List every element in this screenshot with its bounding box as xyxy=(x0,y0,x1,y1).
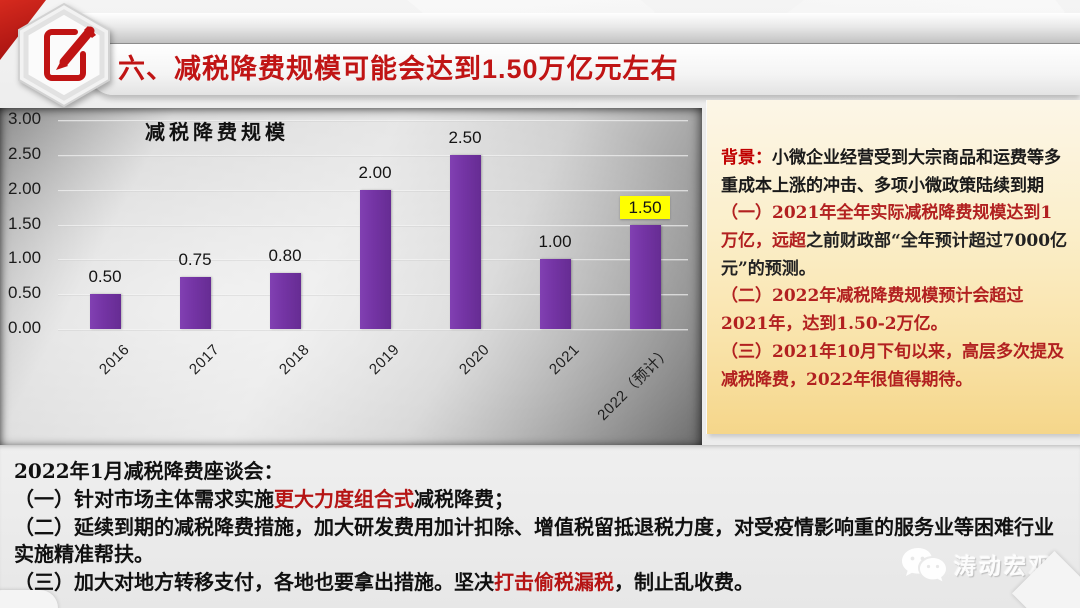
meeting-item-3-red: 打击偷税漏税 xyxy=(494,570,614,595)
edit-pencil-icon xyxy=(18,2,110,108)
header: 六、减税降费规模可能会达到1.50万亿元左右 xyxy=(0,0,1080,173)
bar-value-label: 2.50 xyxy=(420,128,510,148)
gridline xyxy=(58,154,688,157)
meeting-item-2: （二）延续到期的减税降费措施，加大研发费用加计扣除、增值税留抵退税力度，对受疫情… xyxy=(14,514,1054,567)
bar-value-text: 1.50 xyxy=(620,195,670,219)
bar-chart: 减税降费规模 0.00 0.50 1.00 1.50 2.00 2.50 3.00 0.50 2… xyxy=(0,108,702,445)
page-title: 六、减税降费规模可能会达到1.50万亿元左右 xyxy=(118,54,679,84)
watermark: 涛动宏观 xyxy=(900,546,1054,584)
meeting-item-3-pre: （三）加大对地方转移支付，各地也要拿出措施。坚决 xyxy=(14,570,494,595)
y-axis-tick-label: 0.50 xyxy=(8,283,42,303)
bar-value-text: 0.75 xyxy=(178,249,212,269)
meeting-item-1-post: 减税降费； xyxy=(414,486,514,511)
bar-value-label: 1.50 xyxy=(600,195,690,219)
panel-item-1-red: （一）2021年全年实际减税降费规模达到1万亿，远超 xyxy=(721,202,1053,251)
background-paragraph: 背景：小微企业经营受到大宗商品和运费等多重成本上涨的冲击、多项小微政策陆续到期 xyxy=(721,144,1068,200)
gridline xyxy=(58,120,688,122)
bar xyxy=(89,294,121,329)
corner-decoration xyxy=(0,590,58,608)
chart-title: 减税降费规模 xyxy=(145,122,289,144)
background-text: 小微企业经营受到大宗商品和运费等多重成本上涨的冲击、多项小微政策陆续到期 xyxy=(721,148,1061,195)
bar-value-text: 2.00 xyxy=(358,162,392,182)
gridline xyxy=(58,329,688,331)
bar-value-label: 1.00 xyxy=(510,232,600,252)
meeting-item-1-pre: （一）针对市场主体需求实施 xyxy=(14,486,274,511)
bar-value-label: 2.00 xyxy=(330,163,420,183)
bar-value-label: 0.75 xyxy=(150,250,240,270)
bar xyxy=(359,189,391,329)
bar-value-text: 0.80 xyxy=(268,246,302,266)
bar-value-text: 0.50 xyxy=(88,267,122,287)
y-axis-tick-label: 1.50 xyxy=(8,213,42,233)
background-label: 背景： xyxy=(721,148,772,167)
bar xyxy=(539,259,571,329)
y-axis-tick-label: 0.00 xyxy=(8,318,42,337)
bar xyxy=(179,276,211,329)
title-plate: 六、减税降费规模可能会达到1.50万亿元左右 xyxy=(88,44,1080,95)
panel-item-1-black: 之前财政部“全年预计超过7000亿元”的预测。 xyxy=(721,230,1068,279)
meeting-item-3-post: ，制止乱收费。 xyxy=(614,570,754,595)
meeting-heading: 2022年1月减税降费座谈会： xyxy=(14,459,284,483)
y-axis-tick-label: 3.00 xyxy=(8,109,42,128)
background-info-panel: 背景：小微企业经营受到大宗商品和运费等多重成本上涨的冲击、多项小微政策陆续到期 … xyxy=(707,100,1080,434)
bar xyxy=(449,154,481,329)
panel-item-2: （二）2022年减税降费规模预计会超过2021年，达到1.50-2万亿。 xyxy=(721,286,1024,335)
meeting-item-1-red: 更大力度组合式 xyxy=(274,486,414,511)
bar-value-label: 0.80 xyxy=(240,246,330,266)
bar-value-text: 2.50 xyxy=(448,127,482,147)
meeting-item-3: （三）加大对地方转移支付，各地也要拿出措施。坚决打击偷税漏税，制止乱收费。 xyxy=(14,569,1064,597)
meeting-item-1: （一）针对市场主体需求实施更大力度组合式减税降费； xyxy=(14,486,1064,514)
panel-item-1: （一）2021年全年实际减税降费规模达到1万亿，远超之前财政部“全年预计超过70… xyxy=(721,200,1068,284)
bar-value-label: 0.50 xyxy=(60,267,150,287)
panel-item-3: （三）2021年10月下旬以来，高层多次提及减税降费，2022年很值得期待。 xyxy=(721,342,1064,390)
header-silver-band xyxy=(58,13,1080,45)
y-axis-tick-label: 1.00 xyxy=(8,248,42,268)
bar-value-text: 1.00 xyxy=(538,232,572,252)
meeting-notes-panel: 2022年1月减税降费座谈会： （一）针对市场主体需求实施更大力度组合式减税降费… xyxy=(0,445,1080,608)
wechat-icon xyxy=(901,548,946,582)
y-axis-tick-label: 2.00 xyxy=(8,178,42,198)
y-axis-tick-label: 2.50 xyxy=(8,143,42,163)
bar xyxy=(269,273,301,329)
bar xyxy=(629,224,661,329)
